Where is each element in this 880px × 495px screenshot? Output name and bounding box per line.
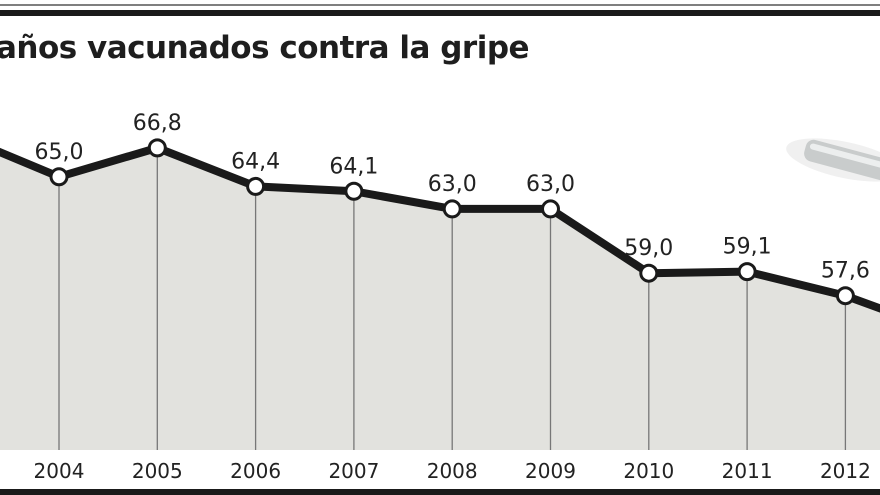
bottom-rule [0,489,880,495]
data-label: 59,1 [723,235,772,260]
x-tick-label: 2004 [34,459,85,483]
data-point [835,286,855,306]
data-label: 57,6 [821,259,870,284]
x-tick-label: 2006 [230,459,281,483]
data-label: 66,8 [133,111,182,136]
data-label: 63,0 [526,172,575,197]
data-label: 59,0 [624,236,673,261]
x-tick-label: 2009 [525,459,576,483]
data-point [541,199,560,219]
data-label: 63,0 [428,172,477,197]
data-point [246,176,266,196]
syringe-illustration [786,138,880,182]
data-label: 64,4 [231,149,280,174]
x-tick-label: 2011 [722,459,773,483]
data-point [147,138,167,158]
data-point [344,181,364,201]
chart-title: años vacunados contra la gripe [0,30,530,66]
data-point [442,199,462,219]
data-point [737,262,757,282]
data-point [639,263,659,283]
x-tick-label: 2012 [820,459,871,483]
x-tick-label: 2005 [132,459,183,483]
data-point [49,167,69,187]
x-tick-label: 2007 [328,459,379,483]
x-tick-label: 2008 [427,459,478,483]
x-tick-label: 2010 [623,459,674,483]
area-fill [0,147,880,450]
top-thick-rule [0,10,880,16]
data-label: 65,0 [35,140,84,165]
data-label: 64,1 [329,154,378,179]
